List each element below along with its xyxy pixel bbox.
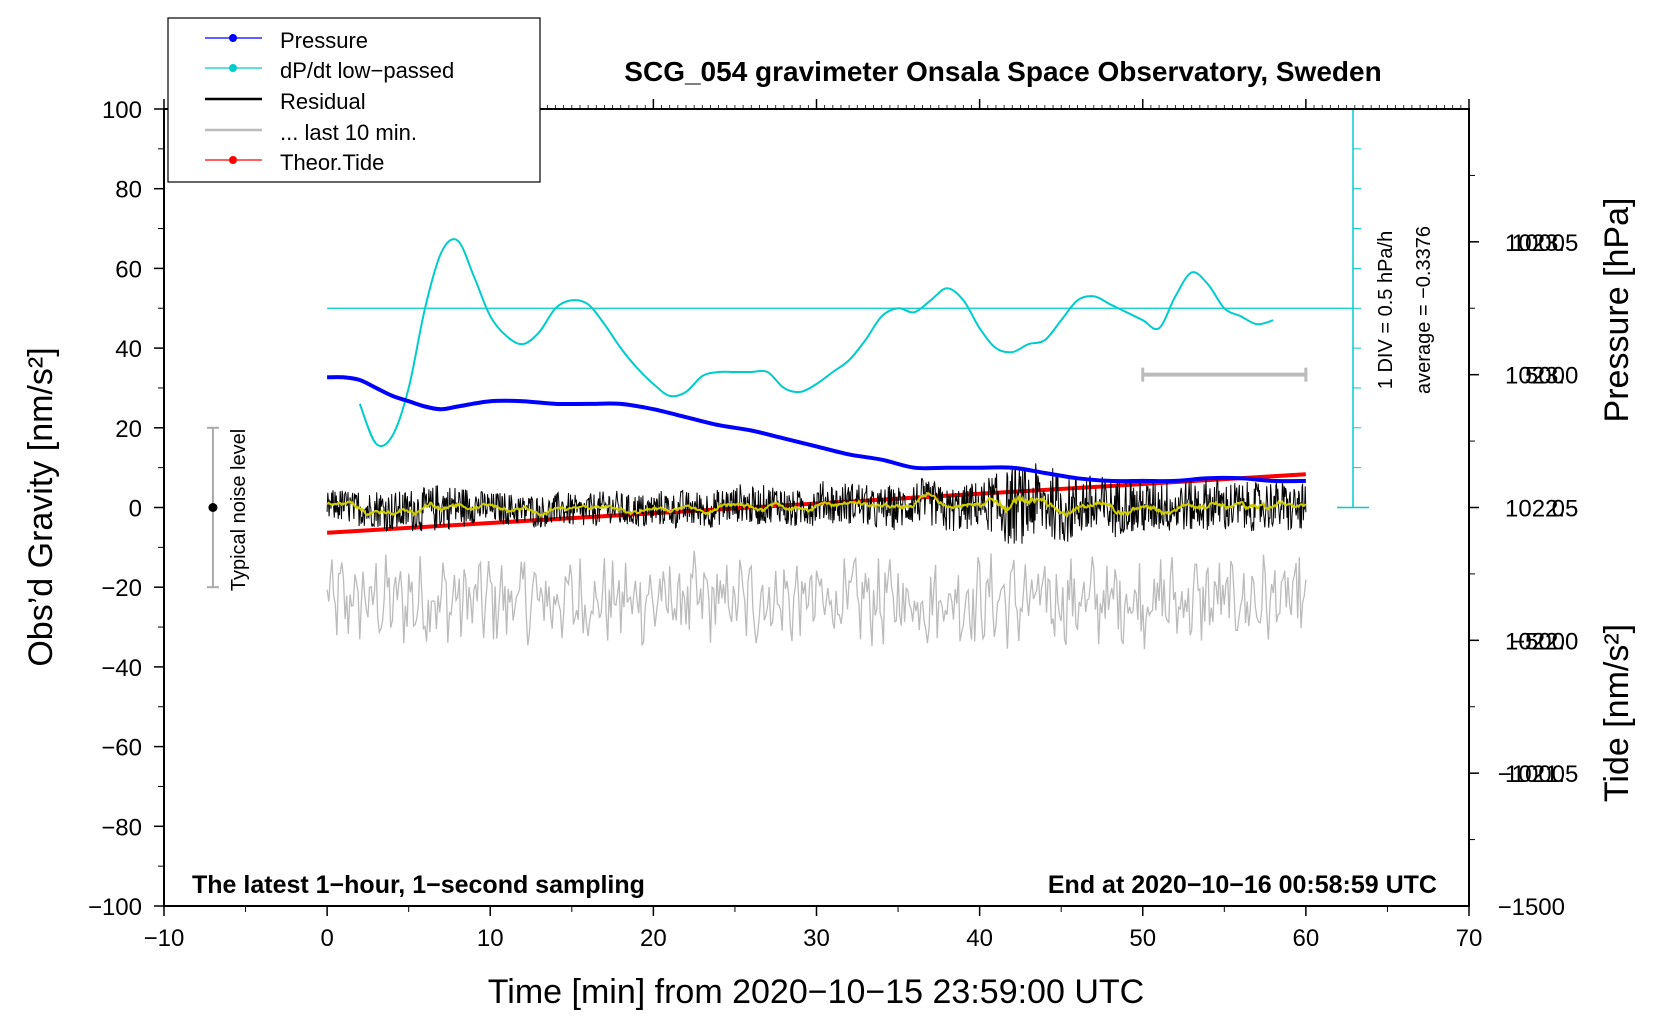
x-tick-label: −10 <box>144 925 185 952</box>
y-tick-label: −60 <box>101 735 142 762</box>
y-axis-title-left: Obs’d Gravity [nm/s²] <box>22 347 60 666</box>
legend-label-last10: ... last 10 min. <box>280 120 417 145</box>
series-pressure <box>327 375 1306 484</box>
y-tick-label: 20 <box>115 416 142 443</box>
plot-content <box>206 108 1369 650</box>
tide-tick-label: 0 <box>1552 496 1565 523</box>
tide-tick-label: −500 <box>1511 628 1565 655</box>
axes: −10 0 10 20 30 40 50 60 70−100−80−60−40−20020406… <box>88 97 1578 952</box>
rate-average-label: average = −0.3376 <box>1413 226 1435 394</box>
series-dpdt <box>358 238 1274 448</box>
y-tick-label: 0 <box>129 496 142 523</box>
y-tick-label: −40 <box>101 655 142 682</box>
x-axis-title: Time [min] from 2020−10−15 23:59:00 UTC <box>488 973 1144 1011</box>
y-tick-label: −20 <box>101 575 142 602</box>
tide-tick-label: −1000 <box>1498 761 1565 788</box>
x-tick-label: 20 <box>640 925 667 952</box>
legend-marker <box>229 34 237 42</box>
tide-tick-label: 1000 <box>1512 230 1565 257</box>
series-residual-smoothed <box>326 492 1307 518</box>
legend-label-pressure: Pressure <box>280 28 368 53</box>
annotation-end-time: End at 2020−10−16 00:58:59 UTC <box>1048 871 1437 899</box>
pressure-tick-label: 1021.5 <box>1505 761 1578 788</box>
x-tick-label: 50 <box>1129 925 1156 952</box>
x-tick-label: 60 <box>1293 925 1320 952</box>
y-axis-title-pressure: Pressure [hPa] <box>1598 198 1636 423</box>
legend-marker <box>229 64 237 72</box>
pressure-tick-label: 1022.0 <box>1505 628 1578 655</box>
pressure-tick-label: 1023.0 <box>1505 363 1578 390</box>
x-tick-label: 40 <box>966 925 993 952</box>
pressure-tick-label: 1022.5 <box>1505 496 1578 523</box>
chart-title: SCG_054 gravimeter Onsala Space Observat… <box>624 56 1381 87</box>
noise-bar-center <box>208 503 218 512</box>
series-last-10-min <box>326 550 1307 650</box>
legend-marker <box>229 156 237 164</box>
rate-scale-label: 1 DIV = 0.5 hPa/h <box>1375 231 1397 389</box>
series-residual <box>326 463 1307 544</box>
x-tick-label: 10 <box>477 925 504 952</box>
y-tick-label: 80 <box>115 177 142 204</box>
x-tick-label: 0 <box>320 925 333 952</box>
y-tick-label: 100 <box>102 97 142 124</box>
tide-tick-label: 500 <box>1525 363 1565 390</box>
y-tick-label: −80 <box>101 814 142 841</box>
y-tick-label: 40 <box>115 336 142 363</box>
legend-label-dpdt: dP/dt low−passed <box>280 58 454 83</box>
y-axis-title-tide: Tide [nm/s²] <box>1598 624 1636 802</box>
y-tick-label: −100 <box>88 894 142 921</box>
pressure-tick-label: 1023.5 <box>1505 230 1578 257</box>
tide-tick-label: −1500 <box>1498 894 1565 921</box>
y-tick-label: 60 <box>115 256 142 283</box>
x-tick-label: 70 <box>1456 925 1483 952</box>
legend: Pressure dP/dt low−passed Residual ... l… <box>167 17 541 183</box>
annotation-sampling: The latest 1−hour, 1−second sampling <box>192 871 645 899</box>
noise-level-label: Typical noise level <box>228 429 250 591</box>
legend-label-residual: Residual <box>280 89 366 114</box>
legend-label-tide: Theor.Tide <box>280 150 384 175</box>
x-tick-label: 30 <box>803 925 830 952</box>
